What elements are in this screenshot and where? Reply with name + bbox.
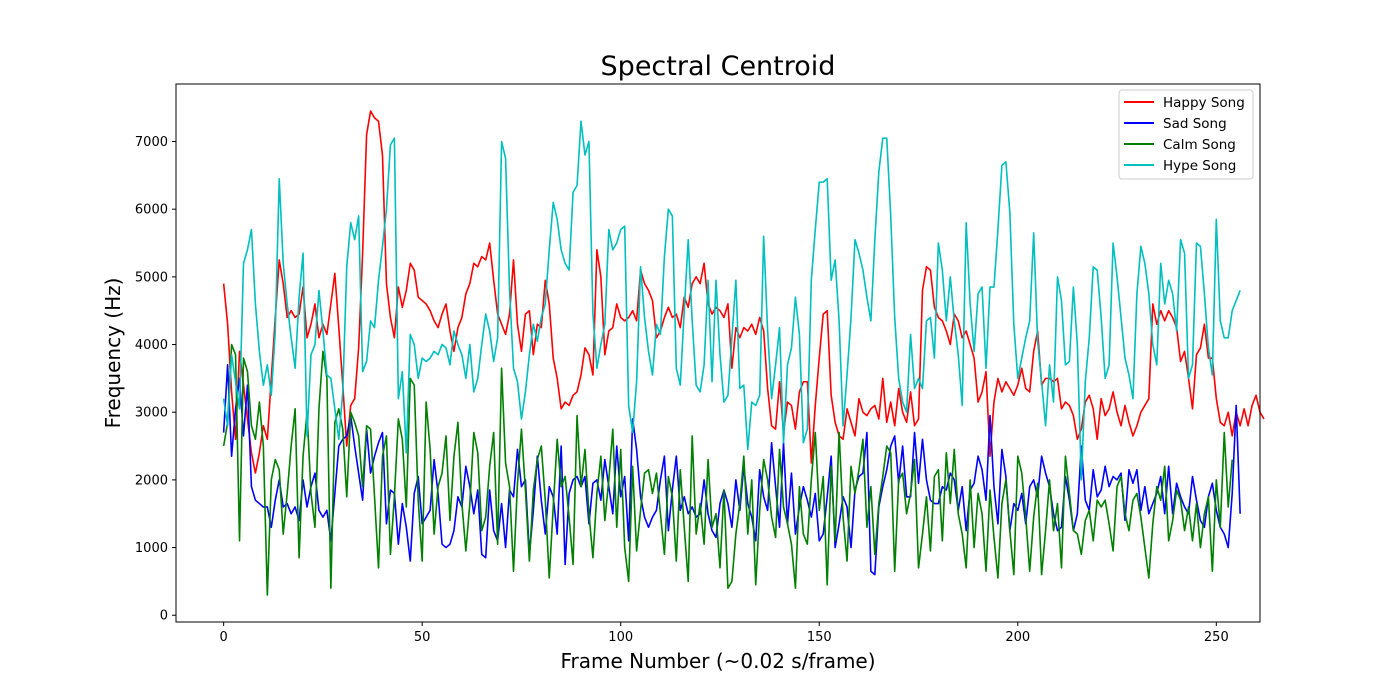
legend-label: Happy Song [1163, 95, 1245, 111]
x-tick-label: 50 [414, 630, 431, 645]
y-tick-label: 1000 [135, 541, 168, 556]
x-tick-label: 200 [1005, 630, 1030, 645]
y-tick-label: 6000 [135, 203, 168, 218]
plot-frame [175, 83, 1261, 623]
x-tick-label: 150 [807, 630, 832, 645]
y-tick-label: 0 [160, 609, 168, 624]
y-tick-label: 7000 [135, 135, 168, 150]
plot-lines [222, 110, 1265, 596]
y-tick-label: 2000 [135, 473, 168, 488]
y-axis-ticks: 0 1000 2000 3000 4000 5000 6000 7000 [135, 135, 176, 624]
legend-label: Calm Song [1163, 137, 1236, 153]
y-axis-label: Frequency (Hz) [101, 278, 125, 429]
x-tick-label: 100 [608, 630, 633, 645]
series-line-calm-song [222, 343, 1234, 596]
legend: Happy Song Sad Song Calm Song Hype Song [1118, 89, 1254, 180]
legend-box [1118, 89, 1254, 180]
x-axis-label: Frame Number (~0.02 s/frame) [560, 649, 875, 673]
legend-label: Hype Song [1163, 158, 1236, 174]
legend-label: Sad Song [1163, 116, 1227, 132]
y-tick-label: 3000 [135, 406, 168, 421]
y-tick-label: 4000 [135, 338, 168, 353]
y-tick-label: 5000 [135, 270, 168, 285]
x-axis-ticks: 0 50 100 150 200 250 [220, 622, 1229, 645]
x-tick-label: 250 [1204, 630, 1229, 645]
chart-title: Spectral Centroid [601, 51, 836, 82]
x-tick-label: 0 [220, 630, 228, 645]
series-line-hype-song [222, 120, 1241, 481]
